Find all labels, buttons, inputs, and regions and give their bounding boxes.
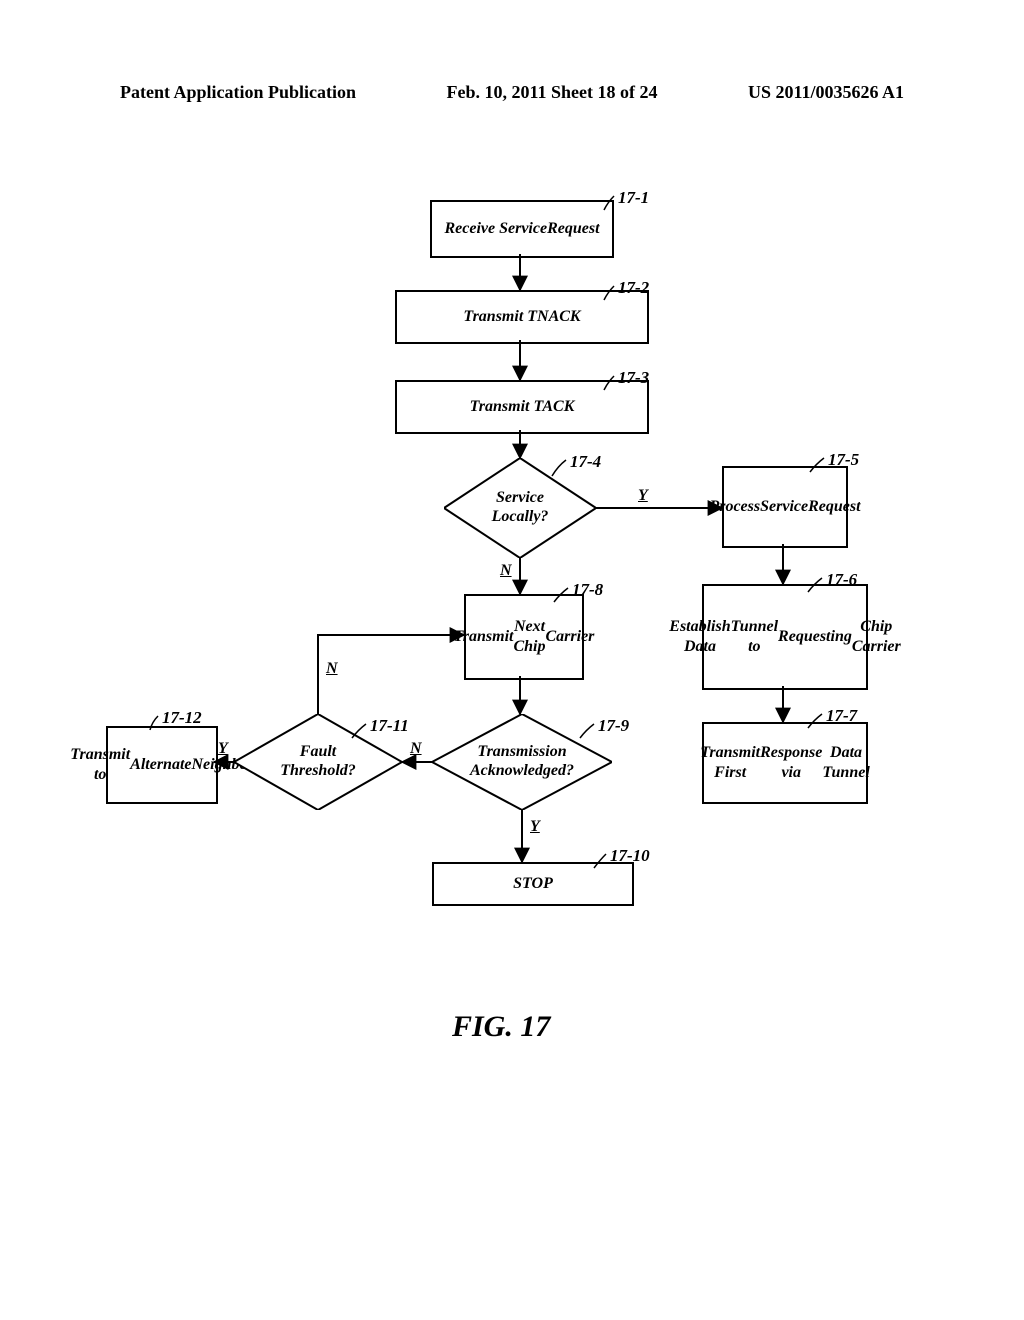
ref-17-12: 17-12 <box>162 708 202 728</box>
edge-label-n: N <box>410 740 422 758</box>
node-transmit-first-response: Transmit FirstResponse viaData Tunnel <box>702 722 868 804</box>
ref-17-3: 17-3 <box>618 368 649 388</box>
node-transmit-next-chip: TransmitNext ChipCarrier <box>464 594 584 680</box>
edge-label-n: N <box>326 660 338 678</box>
edge-label-n: N <box>500 562 512 580</box>
figure-caption: FIG. 17 <box>452 1010 550 1044</box>
ref-17-6: 17-6 <box>826 570 857 590</box>
header-right: US 2011/0035626 A1 <box>748 82 904 103</box>
node-transmit-tack: Transmit TACK <box>395 380 649 434</box>
edge-label-y: Y <box>218 740 228 758</box>
page-header: Patent Application Publication Feb. 10, … <box>0 82 1024 103</box>
ref-17-2: 17-2 <box>618 278 649 298</box>
header-center: Feb. 10, 2011 Sheet 18 of 24 <box>447 82 658 103</box>
decision-transmission-ack: TransmissionAcknowledged? <box>432 714 612 810</box>
ref-17-11: 17-11 <box>370 716 409 736</box>
ref-17-9: 17-9 <box>598 716 629 736</box>
node-process-service-request: ProcessServiceRequest <box>722 466 848 548</box>
patent-page: Patent Application Publication Feb. 10, … <box>0 0 1024 1320</box>
decision-service-locally: ServiceLocally? <box>444 458 596 558</box>
ref-17-7: 17-7 <box>826 706 857 726</box>
ref-17-8: 17-8 <box>572 580 603 600</box>
ref-17-1: 17-1 <box>618 188 649 208</box>
node-stop: STOP <box>432 862 634 906</box>
node-transmit-tnack: Transmit TNACK <box>395 290 649 344</box>
edge-label-y: Y <box>638 487 648 505</box>
node-establish-data-tunnel: Establish DataTunnel toRequestingChip Ca… <box>702 584 868 690</box>
node-receive-service-request: Receive ServiceRequest <box>430 200 614 258</box>
node-transmit-alternate: Transmit toAlternateNeighbor <box>106 726 218 804</box>
edge-label-y: Y <box>530 818 540 836</box>
header-left: Patent Application Publication <box>120 82 356 103</box>
ref-17-4: 17-4 <box>570 452 601 472</box>
ref-17-5: 17-5 <box>828 450 859 470</box>
ref-17-10: 17-10 <box>610 846 650 866</box>
